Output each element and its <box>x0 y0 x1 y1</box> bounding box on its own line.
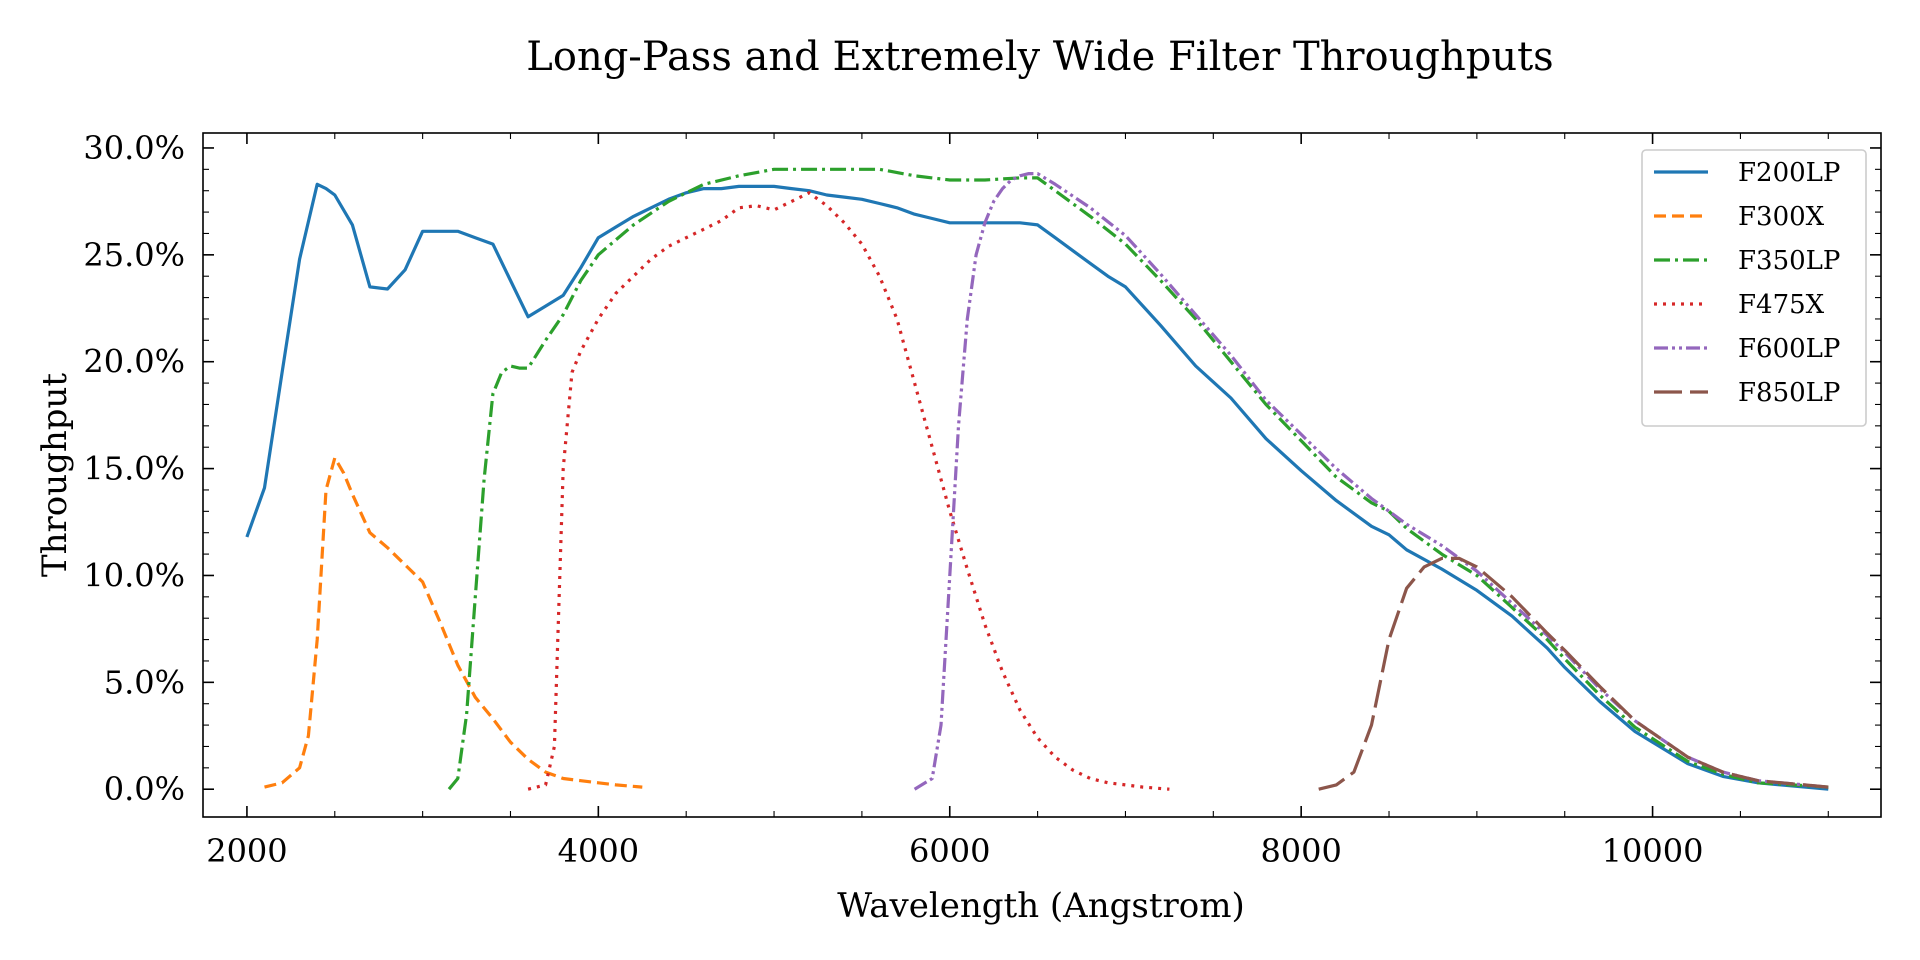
legend-label-f350lp: F350LP <box>1738 246 1840 276</box>
series-group <box>245 167 1829 791</box>
y-tick-label: 0.0% <box>104 770 185 808</box>
series-line-f300x <box>264 456 643 789</box>
legend: F200LP F300X F350LP F475X F600LP F850LP <box>1641 149 1867 427</box>
legend-box <box>1641 149 1867 427</box>
ticks-group: 2000 4000 6000 8000 10000 0.0% 5.0% 10.0% 15.0% 2… <box>83 129 1881 870</box>
y-axis-label: Throughput <box>35 373 75 578</box>
x-tick-label: 6000 <box>909 832 990 870</box>
y-tick-label: 10.0% <box>83 556 185 594</box>
series-line-f200lp <box>245 182 1829 791</box>
legend-label-f475x: F475X <box>1738 290 1825 320</box>
y-tick-label: 20.0% <box>83 343 185 381</box>
series-line-f350lp <box>447 167 1829 791</box>
legend-label-f300x: F300X <box>1738 202 1825 232</box>
x-tick-label: 8000 <box>1260 832 1341 870</box>
y-tick-label: 30.0% <box>83 129 185 167</box>
y-tick-label: 5.0% <box>104 663 185 701</box>
series-line-f850lp <box>1318 556 1829 791</box>
legend-label-f600lp: F600LP <box>1738 334 1840 364</box>
x-axis-label: Wavelength (Angstrom) <box>837 886 1244 926</box>
y-tick-label: 15.0% <box>83 450 185 488</box>
x-tick-label: 4000 <box>558 832 639 870</box>
y-tick-label: 25.0% <box>83 236 185 274</box>
chart-title: Long-Pass and Extremely Wide Filter Thro… <box>526 34 1553 80</box>
x-tick-label: 10000 <box>1602 832 1704 870</box>
x-tick-label: 2000 <box>206 832 287 870</box>
plot-frame <box>202 132 1882 818</box>
legend-label-f200lp: F200LP <box>1738 158 1840 188</box>
legend-label-f850lp: F850LP <box>1738 378 1840 408</box>
series-line-f600lp <box>913 172 1829 791</box>
series-line-f475x <box>527 191 1170 791</box>
